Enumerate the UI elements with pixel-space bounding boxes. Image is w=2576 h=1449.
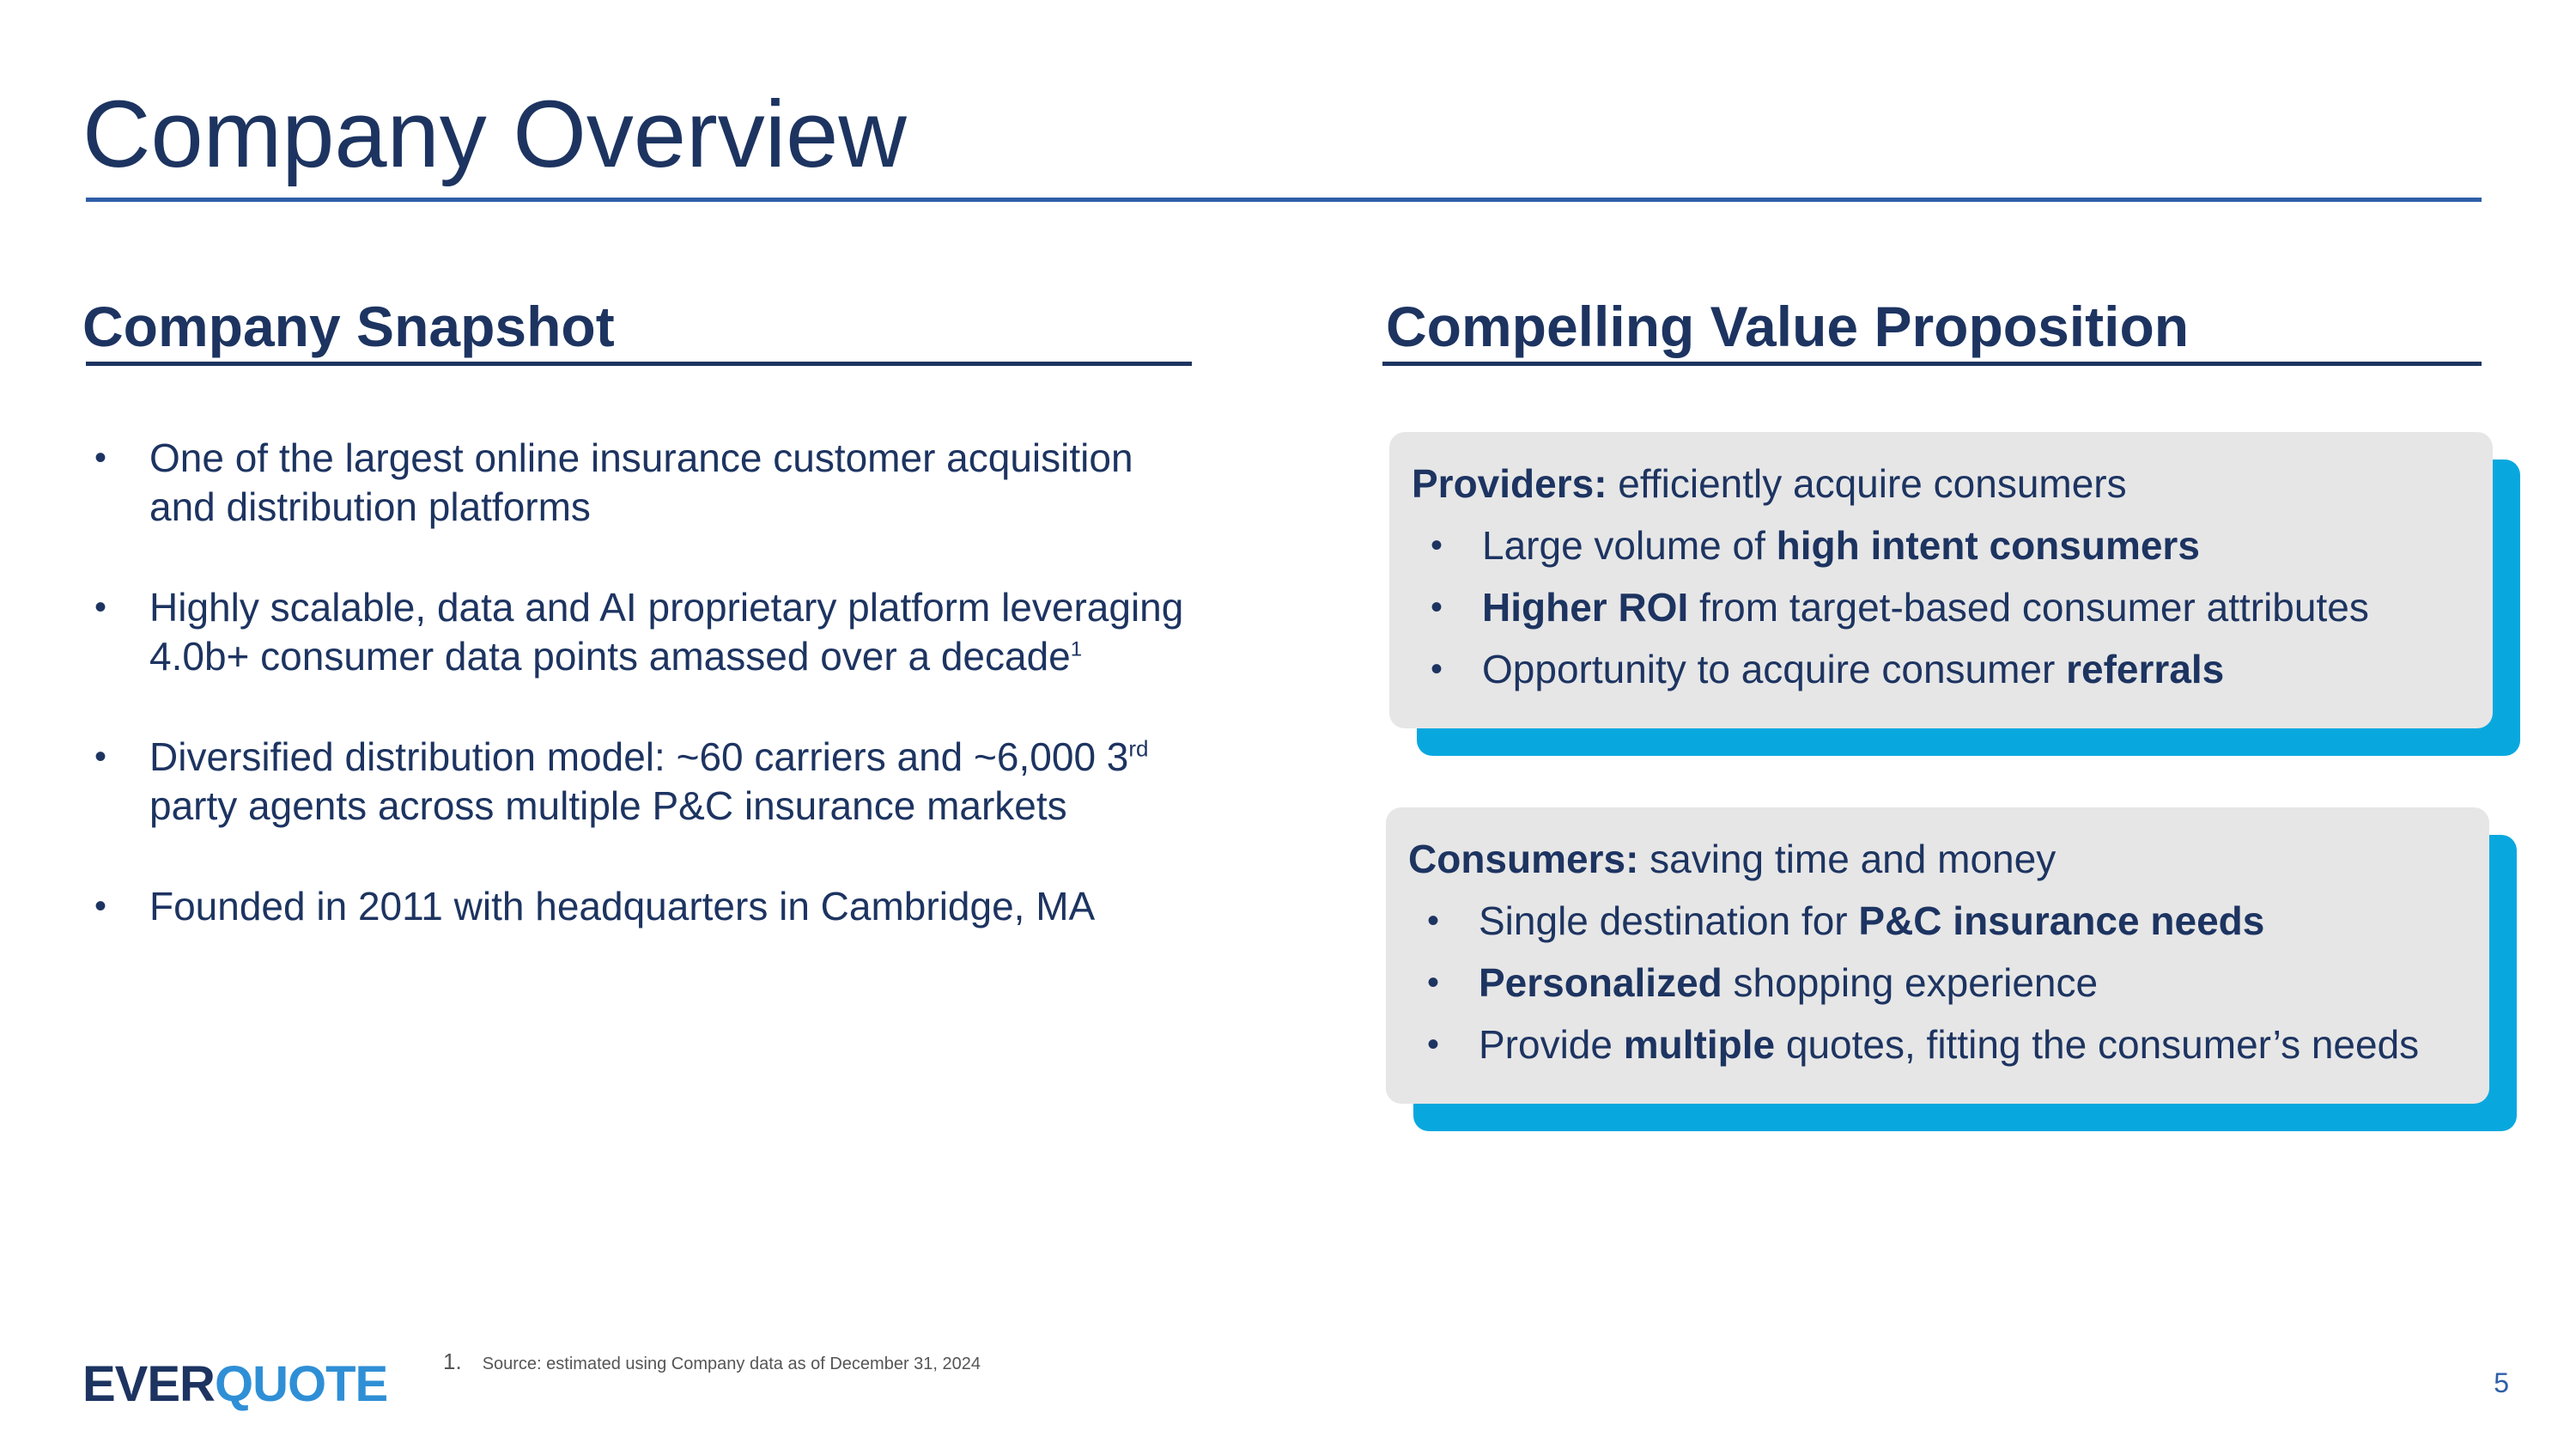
ordinal-suffix: rd <box>1128 735 1149 762</box>
snapshot-bullet-text: Highly scalable, data and AI proprietary… <box>149 585 1184 679</box>
source-footnote: 1. Source: estimated using Company data a… <box>443 1349 981 1377</box>
item-text: Provide <box>1479 1022 1624 1067</box>
consumers-summary: saving time and money <box>1638 837 2057 881</box>
providers-item: • Higher ROI from target-based consumer … <box>1412 581 2470 633</box>
bullet-icon: • <box>94 439 107 477</box>
logo-text-secondary: QUOTE <box>214 1356 388 1412</box>
consumers-item: • Personalized shopping experience <box>1408 957 2467 1008</box>
item-emphasis: Higher ROI <box>1482 585 1689 630</box>
bullet-icon: • <box>1431 650 1443 688</box>
providers-card: Providers: efficiently acquire consumers… <box>1389 432 2520 756</box>
title-divider <box>86 198 2482 202</box>
bullet-icon: • <box>1427 1026 1440 1063</box>
item-text: from target-based consumer attributes <box>1688 585 2369 630</box>
item-emphasis: referrals <box>2066 647 2225 691</box>
item-text: Large volume of <box>1482 523 1777 568</box>
footnote-text: Source: estimated using Company data as … <box>482 1355 981 1373</box>
snapshot-bullet: • Highly scalable, data and AI proprieta… <box>86 583 1202 681</box>
consumers-label: Consumers: <box>1408 837 1639 881</box>
bullet-icon: • <box>1431 588 1443 626</box>
footnote-marker: 1 <box>1070 637 1083 661</box>
snapshot-bullet-text: One of the largest online insurance cust… <box>149 435 1133 529</box>
bullet-icon: • <box>94 887 107 925</box>
snapshot-heading: Company Snapshot <box>82 295 615 358</box>
item-emphasis: P&C insurance needs <box>1858 898 2265 943</box>
item-text: quotes, fitting the consumer’s needs <box>1775 1022 2420 1067</box>
providers-label: Providers: <box>1412 461 1607 506</box>
item-text: Opportunity to acquire consumer <box>1482 647 2067 691</box>
item-emphasis: high intent consumers <box>1776 523 2200 568</box>
providers-item: • Opportunity to acquire consumer referr… <box>1412 643 2470 695</box>
page-title: Company Overview <box>82 82 907 187</box>
consumers-item: • Single destination for P&C insurance n… <box>1408 895 2467 947</box>
page-number: 5 <box>2494 1367 2509 1398</box>
snapshot-bullet-text: Founded in 2011 with headquarters in Cam… <box>149 884 1096 928</box>
card-panel: Providers: efficiently acquire consumers… <box>1389 432 2493 728</box>
providers-lead: Providers: efficiently acquire consumers <box>1412 458 2470 509</box>
consumers-item: • Provide multiple quotes, fitting the c… <box>1408 1019 2467 1070</box>
providers-item: • Large volume of high intent consumers <box>1412 520 2470 571</box>
everquote-logo: EVERQUOTE <box>82 1356 388 1412</box>
item-emphasis: multiple <box>1623 1022 1776 1067</box>
snapshot-bullet-text: party agents across multiple P&C insuran… <box>149 783 1067 828</box>
consumers-lead: Consumers: saving time and money <box>1408 833 2467 885</box>
consumers-list: • Single destination for P&C insurance n… <box>1408 895 2467 1070</box>
snapshot-bullet: • One of the largest online insurance cu… <box>86 434 1202 532</box>
item-emphasis: Personalized <box>1479 960 1722 1005</box>
bullet-icon: • <box>1427 964 1440 1002</box>
card-panel: Consumers: saving time and money • Singl… <box>1386 807 2489 1104</box>
logo-text-primary: EVER <box>82 1356 216 1412</box>
value-prop-heading: Compelling Value Proposition <box>1386 295 2190 358</box>
snapshot-divider <box>86 362 1192 366</box>
snapshot-bullet: • Diversified distribution model: ~60 ca… <box>86 733 1202 831</box>
snapshot-bullet-list: • One of the largest online insurance cu… <box>86 434 1202 983</box>
bullet-icon: • <box>94 738 107 776</box>
bullet-icon: • <box>94 588 107 626</box>
providers-summary: efficiently acquire consumers <box>1607 461 2127 506</box>
value-prop-divider <box>1382 362 2482 366</box>
item-text: shopping experience <box>1722 960 2099 1005</box>
snapshot-bullet: • Founded in 2011 with headquarters in C… <box>86 882 1202 931</box>
consumers-card: Consumers: saving time and money • Singl… <box>1386 807 2517 1131</box>
footnote-number: 1. <box>443 1349 462 1374</box>
item-text: Single destination for <box>1479 898 1859 943</box>
providers-list: • Large volume of high intent consumers … <box>1412 520 2470 695</box>
bullet-icon: • <box>1427 902 1440 940</box>
bullet-icon: • <box>1431 527 1443 564</box>
snapshot-bullet-text: Diversified distribution model: ~60 carr… <box>149 734 1129 779</box>
